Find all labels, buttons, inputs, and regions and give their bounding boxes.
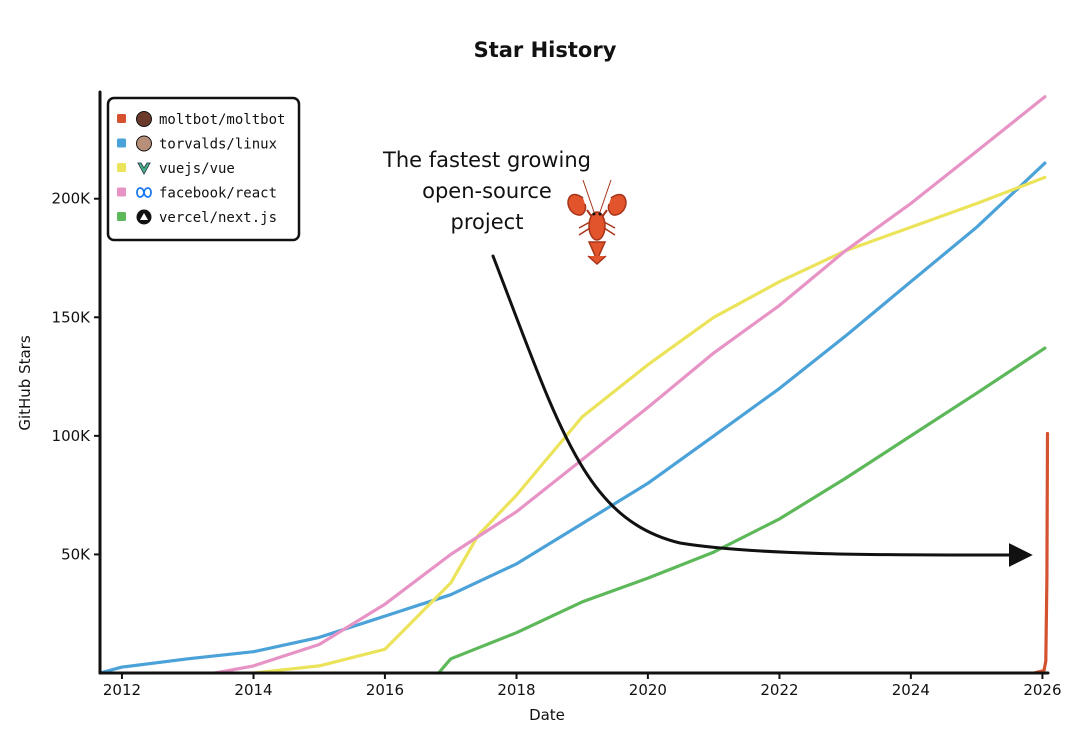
legend-label: facebook/react bbox=[159, 186, 277, 202]
annotation-line-3: project bbox=[451, 210, 524, 234]
y-tick-label: 200K bbox=[52, 190, 92, 208]
legend-swatch bbox=[117, 212, 126, 221]
ticks-layer: 2012 2014 2016 2018 2020 2022 2024 2026 50K 100K 1… bbox=[52, 190, 1062, 699]
x-tick-label: 2018 bbox=[497, 681, 535, 699]
legend-swatch bbox=[117, 163, 126, 172]
chart-title: Star History bbox=[474, 38, 617, 62]
y-axis-label: GitHub Stars bbox=[16, 335, 34, 431]
series-line-facebook-react bbox=[213, 95, 1047, 675]
x-tick-label: 2024 bbox=[892, 681, 930, 699]
x-tick-label: 2026 bbox=[1023, 681, 1061, 699]
series-line-torvalds-linux bbox=[98, 161, 1047, 675]
vue-logo-icon bbox=[137, 162, 151, 176]
series-layer bbox=[98, 95, 1050, 675]
annotation-line-2: open-source bbox=[422, 179, 552, 203]
lobster-icon bbox=[567, 179, 627, 266]
meta-logo-icon bbox=[136, 187, 152, 198]
legend-label: vercel/next.js bbox=[159, 210, 277, 226]
annotation: The fastest growing open-source project bbox=[382, 148, 1033, 568]
legend-label: torvalds/linux bbox=[159, 137, 277, 153]
x-tick-label: 2014 bbox=[234, 681, 272, 699]
annotation-arrow bbox=[491, 254, 1033, 568]
x-axis-label: Date bbox=[529, 706, 565, 724]
annotation-line-1: The fastest growing bbox=[382, 148, 591, 172]
y-tick-label: 150K bbox=[52, 308, 92, 326]
legend: moltbot/moltbot torvalds/linux vuejs/vue fa… bbox=[106, 96, 301, 242]
x-tick-label: 2020 bbox=[629, 681, 667, 699]
x-tick-label: 2022 bbox=[760, 681, 798, 699]
legend-swatch bbox=[117, 187, 126, 197]
series-line-vercel-next-js bbox=[437, 346, 1047, 675]
legend-box bbox=[106, 96, 301, 242]
avatar-icon bbox=[136, 135, 152, 152]
series-line-vuejs-vue bbox=[251, 175, 1047, 675]
legend-label: moltbot/moltbot bbox=[159, 112, 285, 128]
legend-swatch bbox=[117, 138, 126, 148]
nextjs-logo-icon bbox=[136, 209, 152, 225]
y-tick-label: 100K bbox=[52, 427, 92, 445]
x-tick-label: 2012 bbox=[103, 681, 141, 699]
series-line-moltbot-moltbot bbox=[1032, 431, 1050, 675]
avatar-icon bbox=[136, 111, 152, 127]
y-tick-label: 50K bbox=[61, 545, 91, 563]
x-tick-label: 2016 bbox=[366, 681, 404, 699]
legend-swatch bbox=[117, 114, 126, 123]
legend-label: vuejs/vue bbox=[159, 161, 235, 177]
